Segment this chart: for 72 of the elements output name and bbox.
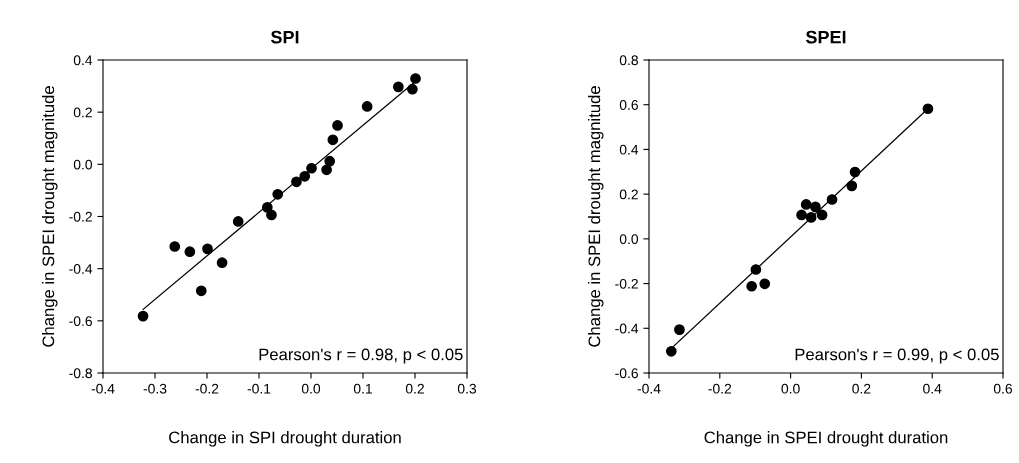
- point: [826, 194, 838, 205]
- point: [266, 209, 277, 221]
- y-tick-label: -0.2: [69, 211, 92, 222]
- point: [674, 324, 685, 335]
- x-tick-label: 0.2: [405, 383, 424, 394]
- y-tick-label: -0.8: [69, 368, 92, 379]
- point: [393, 81, 404, 93]
- point: [746, 280, 758, 292]
- x-tick-label: -0.3: [143, 383, 167, 394]
- point: [800, 199, 812, 210]
- x-tick-label: 0.3: [457, 383, 477, 394]
- y-tick-label: 0.2: [619, 189, 638, 200]
- point: [849, 166, 861, 178]
- x-tick-label: 0.0: [301, 383, 321, 394]
- x-tick-label: 0.2: [852, 383, 871, 394]
- point: [195, 285, 207, 297]
- chart-title: SPI: [270, 30, 299, 44]
- y-tick-label: -0.4: [69, 264, 93, 274]
- y-tick-label: 0.4: [73, 55, 93, 66]
- x-tick-label: 0.6: [993, 383, 1013, 394]
- point: [169, 241, 181, 252]
- point: [665, 345, 677, 357]
- y-tick-label: 0.6: [619, 100, 638, 110]
- point: [272, 188, 284, 200]
- point: [332, 120, 343, 131]
- point: [299, 170, 311, 182]
- point: [759, 278, 771, 290]
- y-tick-label: 0.2: [73, 107, 92, 118]
- annotation: Pearson's r = 0.99, p < 0.05: [795, 348, 999, 364]
- point: [232, 216, 244, 227]
- x-tick-label: -0.1: [247, 383, 271, 394]
- point: [137, 310, 149, 322]
- point: [306, 162, 317, 174]
- point: [796, 209, 807, 221]
- point: [407, 83, 418, 95]
- y-tick-label: 0.8: [619, 55, 638, 66]
- x-tick-label: -0.2: [195, 383, 219, 394]
- point: [810, 201, 821, 213]
- point: [922, 103, 934, 115]
- point: [327, 134, 339, 146]
- point: [846, 180, 858, 192]
- y-tick-label: -0.4: [615, 323, 639, 334]
- y-tick-label: 0.4: [619, 144, 639, 155]
- y-axis-title: Change in SPEI drought magnitude: [588, 86, 604, 347]
- point: [291, 176, 302, 188]
- point: [410, 73, 421, 84]
- y-tick-label: -0.6: [615, 368, 638, 379]
- point: [324, 155, 336, 167]
- point: [261, 202, 273, 213]
- x-axis-title: Change in SPI drought duration: [169, 431, 401, 447]
- point: [321, 164, 332, 176]
- point: [750, 264, 762, 275]
- y-tick-label: -0.2: [615, 278, 638, 289]
- x-tick-label: -0.4: [637, 383, 661, 394]
- x-tick-label: -0.2: [708, 383, 732, 394]
- annotation: Pearson's r = 0.98, p < 0.05: [259, 348, 463, 364]
- point: [184, 246, 196, 258]
- x-axis-title: Change in SPEI drought duration: [704, 431, 948, 447]
- point: [202, 243, 213, 255]
- point: [361, 101, 373, 112]
- x-tick-label: 0.4: [923, 383, 942, 394]
- x-tick-label: 0.0: [781, 383, 800, 394]
- point: [816, 209, 828, 221]
- chart-title: SPEI: [805, 30, 846, 44]
- y-tick-label: 0.0: [619, 234, 639, 245]
- x-tick-label: 0.1: [353, 383, 372, 394]
- x-tick-label: -0.4: [91, 383, 115, 394]
- y-tick-label: 0.0: [73, 159, 93, 170]
- y-axis-title: Change in SPEI drought magnitude: [42, 86, 58, 347]
- y-tick-label: -0.6: [69, 316, 92, 326]
- point: [805, 212, 817, 223]
- point: [216, 257, 228, 269]
